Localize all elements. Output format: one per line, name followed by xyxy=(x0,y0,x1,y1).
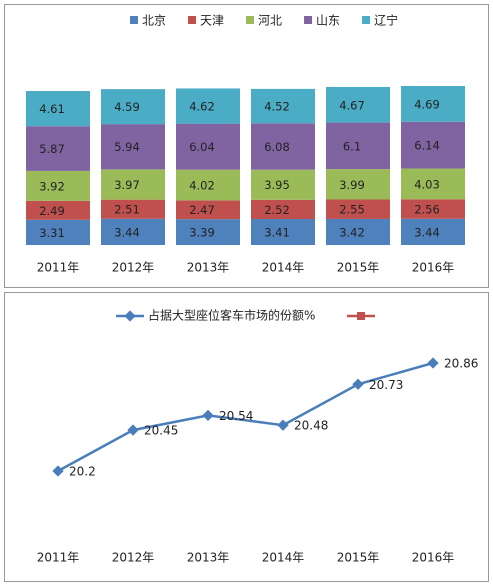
data-label: 4.62 xyxy=(189,100,215,114)
data-label: 20.73 xyxy=(369,378,403,392)
marker xyxy=(127,424,139,436)
bar-segment xyxy=(326,199,390,219)
bar-segment xyxy=(251,123,315,170)
data-label: 4.52 xyxy=(264,100,290,114)
bar-segment xyxy=(176,123,240,170)
data-label: 2.51 xyxy=(114,203,140,217)
bar-segment xyxy=(176,200,240,220)
x-tick-label: 2011年 xyxy=(37,551,80,565)
legend-swatch xyxy=(304,16,313,24)
legend-swatch xyxy=(130,16,138,24)
bar-segment xyxy=(326,218,390,245)
data-label: 2.52 xyxy=(264,203,290,217)
legend-label: 辽宁 xyxy=(374,13,398,28)
legend-swatch xyxy=(362,16,371,24)
bar-segment xyxy=(251,88,315,124)
legend-marker-extra xyxy=(357,312,365,320)
line xyxy=(57,361,434,473)
data-label: 20.2 xyxy=(69,465,96,479)
marker xyxy=(202,409,214,422)
data-label: 4.02 xyxy=(189,179,215,193)
bar-segment xyxy=(176,88,240,124)
bar-segment xyxy=(401,218,465,245)
x-tick-label: 2011年 xyxy=(37,261,80,275)
bar-segment xyxy=(326,169,390,200)
bar-segment xyxy=(326,86,390,123)
data-label: 20.48 xyxy=(294,419,328,433)
bottom-chart-frame xyxy=(4,292,489,582)
bar-segment xyxy=(26,91,90,127)
bar-segment xyxy=(26,170,90,201)
data-label: 3.97 xyxy=(114,178,140,192)
data-label: 5.94 xyxy=(114,140,140,154)
marker xyxy=(52,465,64,477)
bar-segment xyxy=(326,122,390,170)
data-label: 3.44 xyxy=(414,225,440,239)
bar-segment xyxy=(26,219,90,245)
legend-label: 山东 xyxy=(316,14,340,28)
data-label: 3.31 xyxy=(39,226,65,240)
data-label: 6.04 xyxy=(189,140,215,154)
bar-segment xyxy=(251,199,315,220)
bar-segment xyxy=(26,200,90,220)
bar-segment xyxy=(251,219,315,245)
legend-swatch xyxy=(246,16,255,24)
x-tick-label: 2014年 xyxy=(262,261,305,275)
bar-segment xyxy=(101,89,165,125)
x-tick-label: 2016年 xyxy=(412,551,455,565)
data-label: 6.1 xyxy=(343,139,361,153)
bar-segment xyxy=(101,169,165,200)
bar-segment xyxy=(101,124,165,170)
data-label: 2.49 xyxy=(39,204,65,218)
bar-segment xyxy=(176,169,240,201)
marker xyxy=(277,419,289,431)
data-label: 3.99 xyxy=(339,178,365,192)
data-label: 3.44 xyxy=(114,225,140,239)
data-label: 3.42 xyxy=(339,225,365,239)
bar-segment xyxy=(101,199,165,219)
bar-segment xyxy=(401,86,465,122)
x-tick-label: 2012年 xyxy=(112,261,155,275)
x-tick-label: 2015年 xyxy=(337,551,380,565)
data-label: 3.39 xyxy=(189,226,215,240)
data-label: 4.03 xyxy=(414,177,440,191)
legend-swatch xyxy=(188,16,197,24)
x-tick-label: 2013年 xyxy=(187,551,230,565)
x-tick-label: 2013年 xyxy=(187,261,230,275)
marker xyxy=(427,357,439,369)
x-tick-label: 2015年 xyxy=(337,261,380,275)
data-label: 2.55 xyxy=(339,203,365,217)
data-label: 4.67 xyxy=(339,98,365,112)
legend-label: 北京 xyxy=(142,14,166,28)
data-label: 3.92 xyxy=(39,179,65,193)
bar-segment xyxy=(26,126,90,171)
legend-label: 占据大型座位客车市场的份额% xyxy=(148,308,315,323)
data-label: 20.54 xyxy=(219,409,253,423)
bar-segment xyxy=(101,218,165,245)
legend-label: 天津 xyxy=(200,14,224,28)
data-label: 4.59 xyxy=(114,100,140,114)
data-label: 4.69 xyxy=(414,97,440,111)
bar-segment xyxy=(401,168,465,200)
bar-segment xyxy=(251,169,315,200)
x-tick-label: 2016年 xyxy=(412,261,455,275)
data-label: 3.41 xyxy=(264,226,290,240)
bar-segment xyxy=(176,219,240,245)
data-label: 6.14 xyxy=(414,139,440,153)
bar-segment xyxy=(401,121,465,169)
data-label: 3.95 xyxy=(264,178,290,192)
data-label: 5.87 xyxy=(39,142,65,156)
data-label: 20.45 xyxy=(144,424,178,438)
data-label: 6.08 xyxy=(264,140,290,154)
x-tick-label: 2012年 xyxy=(112,551,155,565)
marker xyxy=(352,378,364,390)
bar-segment xyxy=(401,199,465,219)
data-label: 20.86 xyxy=(444,357,478,371)
data-label: 4.61 xyxy=(39,102,65,116)
data-label: 2.56 xyxy=(414,203,440,217)
legend-label: 河北 xyxy=(258,14,282,28)
data-label: 2.47 xyxy=(189,203,215,217)
x-tick-label: 2014年 xyxy=(262,551,305,565)
